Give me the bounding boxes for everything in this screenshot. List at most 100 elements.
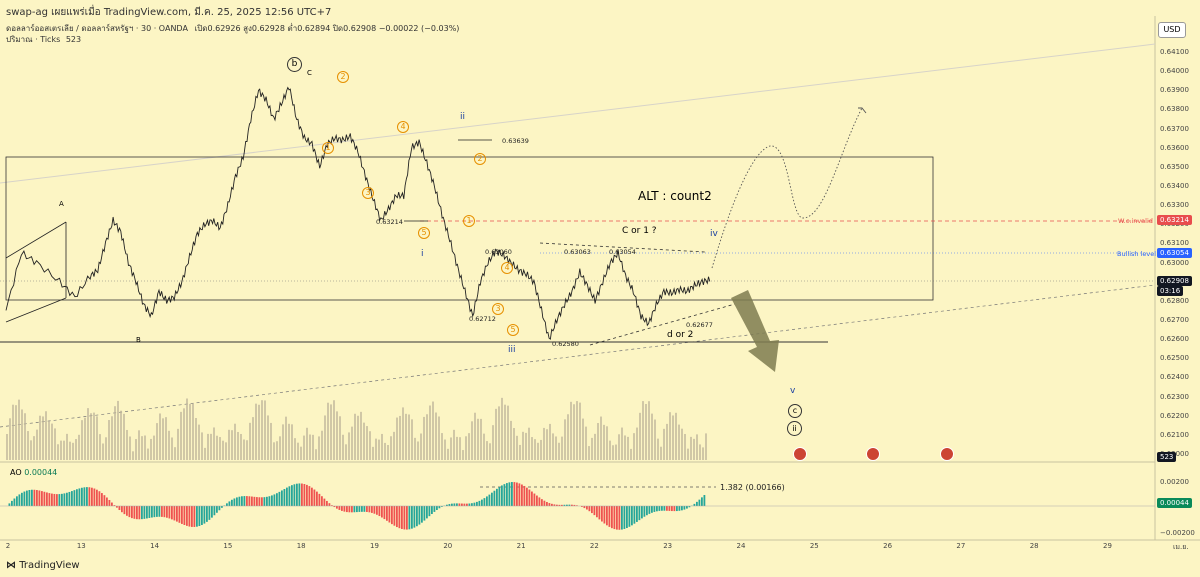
- ao-bar: [503, 484, 506, 506]
- volume-bar: [150, 438, 152, 460]
- ao-bar: [566, 504, 568, 506]
- price-tick-label: 0.63900: [1160, 86, 1189, 95]
- volume-bar: [630, 448, 632, 460]
- ao-bar: [423, 506, 426, 521]
- price-tick-label: 0.63700: [1160, 124, 1189, 133]
- volume-bar: [12, 404, 14, 460]
- ao-bar: [686, 506, 688, 509]
- volume-bar: [246, 440, 248, 460]
- ao-bar: [461, 503, 463, 506]
- volume-bar: [171, 437, 173, 460]
- volume-bar: [423, 416, 425, 460]
- ao-bar: [271, 495, 273, 506]
- ao-bar: [496, 488, 498, 506]
- volume-bar: [204, 447, 206, 460]
- volume-bar: [9, 418, 11, 460]
- ao-bar: [56, 494, 58, 506]
- volume-bar: [642, 401, 644, 460]
- volume-bar: [240, 433, 242, 460]
- ao-bar: [118, 506, 121, 511]
- ao-bar: [241, 496, 243, 506]
- ao-bar: [288, 486, 291, 506]
- ao-bar: [321, 496, 323, 506]
- ao-bar: [71, 491, 73, 506]
- ao-bar: [161, 506, 163, 517]
- volume-bar: [111, 416, 113, 460]
- price-tick-label: 0.63400: [1160, 182, 1189, 190]
- ao-bar: [646, 506, 648, 516]
- volume-bar: [300, 446, 302, 460]
- volume-bar: [30, 440, 32, 460]
- ao-bar: [298, 483, 301, 506]
- volume-bar: [357, 415, 359, 460]
- currency-button[interactable]: USD: [1158, 22, 1186, 38]
- ao-bar: [356, 506, 358, 513]
- ao-bar: [146, 506, 148, 519]
- ao-bar: [231, 499, 233, 506]
- ao-bar: [643, 506, 646, 517]
- ao-bar: [28, 490, 31, 506]
- volume-bar: [282, 424, 284, 460]
- ao-bar: [473, 502, 476, 506]
- ao-bar: [471, 503, 473, 506]
- ao-tick-label: −0.00200: [1160, 529, 1195, 537]
- volume-bar: [54, 428, 56, 460]
- ao-bar: [53, 493, 56, 506]
- volume-bar: [636, 427, 638, 460]
- volume-bar: [408, 414, 410, 460]
- volume-bar: [327, 402, 329, 460]
- price-tick-label: 0.63800: [1160, 105, 1189, 114]
- ao-bar: [696, 501, 698, 506]
- ao-bar: [481, 499, 483, 506]
- ao-bar: [251, 496, 253, 506]
- ao-bar: [608, 506, 611, 527]
- time-tick-label: 23: [663, 542, 673, 550]
- ao-bar: [576, 505, 578, 506]
- volume-bar: [153, 435, 155, 460]
- volume-bar: [144, 435, 146, 460]
- time-tick-label: 21: [516, 542, 526, 550]
- us-flag-event-icon-3[interactable]: [940, 447, 954, 461]
- time-tick-label: 20: [443, 542, 453, 550]
- wedge-lower: [589, 303, 736, 346]
- volume-bar: [450, 437, 452, 460]
- wave-3-marker: 3: [362, 187, 374, 199]
- volume-bar: [696, 434, 698, 460]
- time-tick-label: 26: [883, 542, 893, 550]
- last-price-tag: 0.62908: [1157, 276, 1192, 286]
- ao-bar: [236, 497, 238, 506]
- ao-bar: [41, 491, 43, 506]
- ao-bar: [398, 506, 401, 529]
- volume-bar: [75, 439, 77, 460]
- ao-bar: [416, 506, 418, 527]
- ao-bar: [546, 501, 548, 506]
- volume-bar: [51, 423, 53, 460]
- symbol-name: ดอลลาร์ออสเตรเลีย / ดอลลาร์สหรัฐฯ · 30 ·…: [6, 24, 188, 33]
- volume-bar: [168, 430, 170, 460]
- volume-bar: [624, 435, 626, 460]
- volume-bar: [390, 436, 392, 460]
- ao-bar: [318, 493, 321, 506]
- us-flag-event-icon-2[interactable]: [866, 447, 880, 461]
- volume-bar: [129, 436, 131, 460]
- volume-bar: [225, 442, 227, 460]
- volume-bar: [678, 424, 680, 460]
- volume-bar: [597, 423, 599, 460]
- ao-bar: [311, 487, 313, 506]
- ao-bar: [693, 503, 696, 506]
- ao-bar: [208, 506, 211, 520]
- price-line: [5, 86, 711, 340]
- ao-bar: [286, 487, 288, 506]
- ao-bar: [406, 506, 408, 530]
- price-note-4: 0.63063: [564, 248, 591, 256]
- price-tick-label: 0.63600: [1160, 143, 1189, 152]
- volume-bar: [333, 400, 335, 460]
- ao-bar: [331, 505, 333, 506]
- ao-bar: [351, 506, 353, 513]
- ao-bar: [111, 502, 113, 506]
- ao-bar: [163, 506, 166, 518]
- ao-bar: [673, 506, 676, 512]
- us-flag-event-icon[interactable]: [793, 447, 807, 461]
- volume-bar: [399, 415, 401, 460]
